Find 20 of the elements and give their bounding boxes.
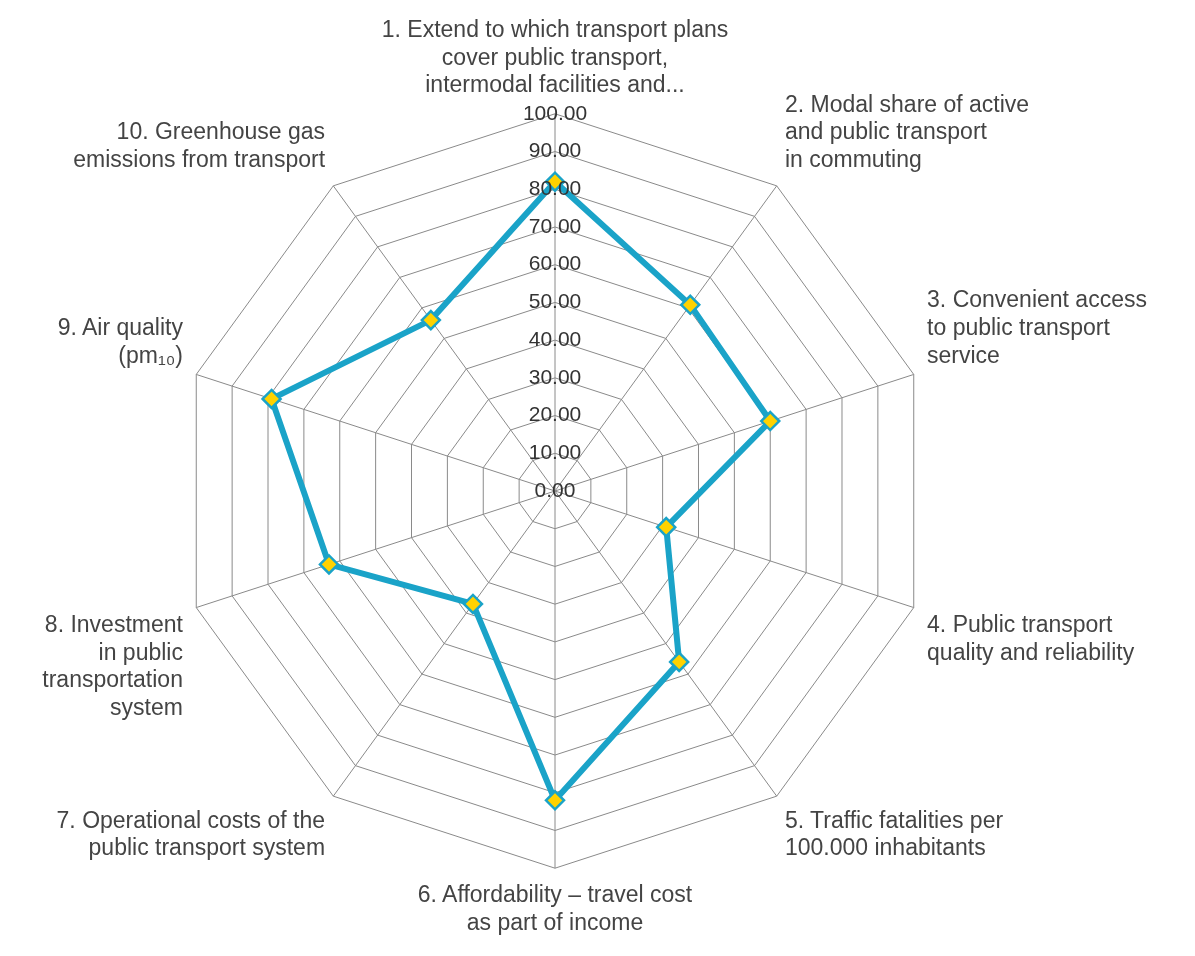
y-tick-label: 50.00 <box>528 289 582 313</box>
y-tick-label: 0.00 <box>534 477 576 501</box>
spoke-label: 5. Traffic fatalities per 100.000 inhabitants <box>784 806 1004 861</box>
y-tick-label: 20.00 <box>528 402 582 426</box>
y-tick-label: 40.00 <box>528 326 582 350</box>
spoke-label: 1. Extend to which transport plans cover public transport, intermodal facilities and... <box>381 16 729 98</box>
spoke-label: 3. Convenient access to public transport service <box>927 286 1147 368</box>
spoke-label: 6. Affordability – travel cost as part of income <box>417 881 693 935</box>
spoke-label: 4. Public transport quality and reliability <box>927 611 1135 665</box>
spoke-label: 10. Greenhouse gas emissions from transport <box>73 118 326 173</box>
y-tick-label: 10.00 <box>528 440 582 464</box>
y-tick-label: 100.00 <box>522 100 588 124</box>
y-tick-label: 70.00 <box>528 213 582 237</box>
y-tick-label: 30.00 <box>528 364 582 388</box>
spoke-label: 7. Operational costs of the public transport system <box>56 806 326 861</box>
y-tick-label: 60.00 <box>528 251 582 275</box>
spoke-label: 9. Air quality (pm₁₀) <box>57 314 184 368</box>
spoke-label: 8. Investment in public transportation system <box>42 611 184 720</box>
spoke-label: 2. Modal share of active and public transport in commuting <box>784 90 1030 173</box>
y-tick-label: 90.00 <box>528 138 582 162</box>
